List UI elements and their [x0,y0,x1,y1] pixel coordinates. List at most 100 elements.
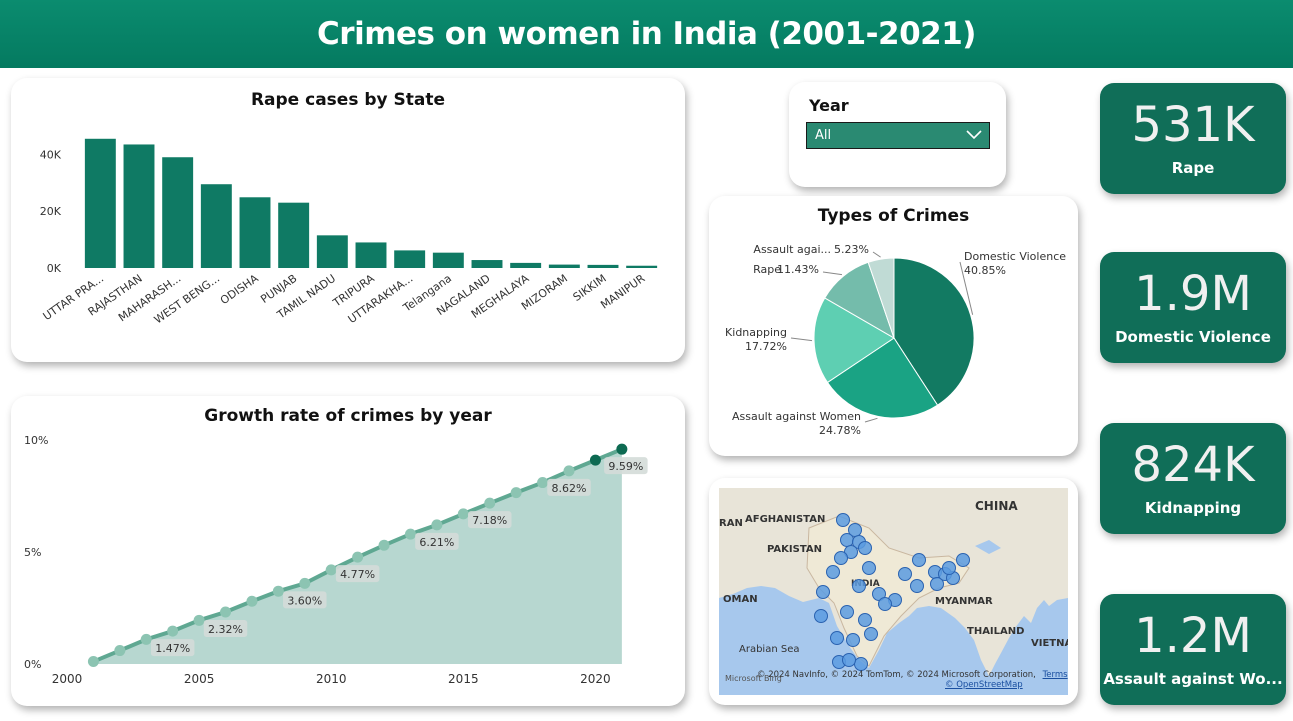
india-map[interactable]: AFGHANISTANPAKISTANINDIACHINAMYANMARTHAI… [719,488,1068,695]
leader-line [959,261,974,315]
map-bubble [912,553,926,567]
map-bubble [842,653,856,667]
data-point [537,477,549,489]
data-point [616,443,628,455]
bar [548,264,580,268]
year-slicer-card: Year All [789,82,1006,187]
data-label: 8.62% [552,482,587,495]
map-bubble [862,561,876,575]
bar [626,265,658,268]
map-labels: AFGHANISTANPAKISTANINDIACHINAMYANMARTHAI… [719,499,1068,655]
x-tick-label: 2000 [52,672,83,686]
bar-chart-card[interactable]: Rape cases by State 0K 20K 40K UTTAR PRA...… [11,78,685,362]
slice-name: Rape [753,263,781,276]
kpi-value: 1.2M [1134,608,1252,664]
map-label: Arabian Sea [739,644,799,655]
map-bubble [840,605,854,619]
x-tick-label: 2020 [580,672,611,686]
map-bubble [826,565,840,579]
bar [471,260,503,268]
bar [316,235,348,268]
map-bubble [836,513,850,527]
data-point [404,528,416,540]
line-chart-title: Growth rate of crimes by year [204,406,492,426]
kpi-card-assault[interactable]: 1.2M Assault against Wo... [1100,594,1286,705]
data-label-bg [604,457,648,475]
leader-line [864,417,878,423]
bar [587,264,619,268]
leader-line [822,271,843,276]
map-label: RAN [719,518,743,529]
kpi-card-kidnapping[interactable]: 824K Kidnapping [1100,423,1286,534]
map-card[interactable]: AFGHANISTANPAKISTANINDIACHINAMYANMARTHAI… [709,478,1078,705]
data-point [589,454,601,466]
map-bubble [956,553,970,567]
year-dropdown-value: All [815,128,832,143]
data-label: 3.60% [287,594,322,607]
data-point [114,645,126,657]
data-label: 1.47% [155,642,190,655]
map-bubble [910,579,924,593]
bar-chart-title: Rape cases by State [250,90,446,110]
bar [123,144,155,268]
pie-chart-card[interactable]: Types of Crimes Domestic Violence 40.85% A… [709,196,1078,456]
data-point [246,595,258,607]
kpi-value: 531K [1131,97,1255,153]
x-tick-label: 2005 [184,672,215,686]
pie-slice [826,337,939,419]
map-canvas[interactable]: AFGHANISTANPAKISTANINDIACHINAMYANMARTHAI… [719,488,1068,695]
pie-slice [867,257,895,339]
map-label: THAILAND [967,626,1024,637]
map-terms-link[interactable]: Terms [1042,670,1068,680]
data-point [87,656,99,668]
map-attribution: © 2024 NavInfo, © 2024 TomTom, © 2024 Mi… [757,670,1068,680]
pie-chart-title: Types of Crimes [817,206,970,226]
data-label-bg [203,620,248,638]
map-bubble [854,657,868,671]
map-bubble [846,633,860,647]
bar [200,184,232,268]
year-dropdown[interactable]: All [806,122,990,149]
map-label: AFGHANISTAN [745,514,825,525]
map-bubble [840,533,854,547]
map-bubble [830,631,844,645]
map-label: VIETNAM [1031,638,1068,649]
slice-value: 17.72% [745,340,787,353]
map-bubble [858,613,872,627]
data-label: 2.32% [208,623,243,636]
bar [278,202,310,268]
data-point [167,625,179,637]
data-point [484,497,496,509]
slice-name: Assault against Women [732,410,861,423]
data-point [563,465,575,477]
data-point [378,539,390,551]
pie-slice [813,297,895,384]
area-fill [93,449,622,664]
map-label: PAKISTAN [767,544,822,555]
slice-value: 11.43% [777,263,819,276]
map-bubble [898,567,912,581]
data-point [272,585,284,597]
kpi-label: Kidnapping [1144,499,1242,517]
slice-name: Assault agai... [753,243,831,256]
slice-value: 24.78% [819,424,861,437]
map-label: MYANMAR [935,596,993,607]
line-chart-card[interactable]: Growth rate of crimes by year 0% 5% 10% 200… [11,396,685,706]
bar [394,250,426,268]
map-label: CHINA [975,499,1018,513]
y-tick-label: 10% [24,434,48,447]
data-label-bg [335,565,380,583]
map-label: OMAN [723,594,758,605]
growth-rate-area-chart[interactable]: 0% 5% 10% 2000 2005 2010 2015 2020 1.47% 2.32% 3.6… [11,396,685,706]
kpi-card-domestic-violence[interactable]: 1.9M Domestic Violence [1100,252,1286,363]
kpi-label: Assault against Wo... [1103,670,1283,688]
slice-value: 5.23% [834,243,869,256]
data-point [510,487,522,499]
map-osm-link[interactable]: © OpenStreetMap [945,680,1023,690]
y-tick-label: 0K [47,262,62,275]
kpi-card-rape[interactable]: 531K Rape [1100,83,1286,194]
x-tick-label: WEST BENG... [152,272,222,327]
kpi-value: 1.9M [1134,266,1252,322]
